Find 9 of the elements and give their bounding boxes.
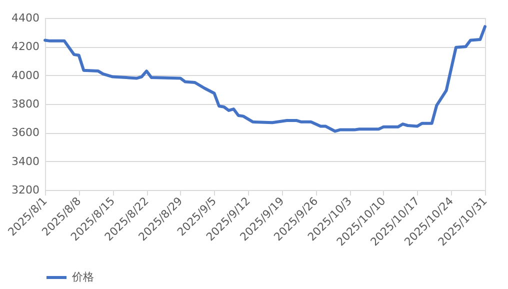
line-series <box>44 25 486 133</box>
y-tick-label: 4200 <box>12 40 40 54</box>
y-tick-label: 3400 <box>12 154 40 168</box>
y-tick-label: 4400 <box>12 12 40 24</box>
y-tick-label: 4000 <box>12 68 40 82</box>
y-tick-label: 3800 <box>12 98 40 110</box>
y-tick-label: 3200 <box>12 184 40 196</box>
y-tick-label: 3600 <box>12 126 40 140</box>
legend-label: 价格 <box>71 270 94 284</box>
